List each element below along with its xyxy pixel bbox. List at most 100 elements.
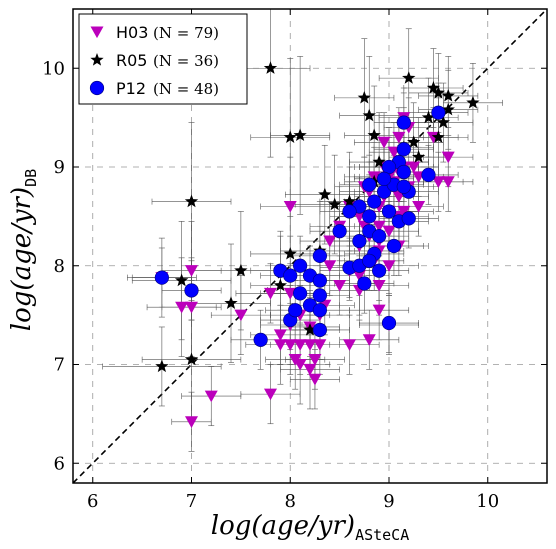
p12-point	[312, 288, 327, 303]
r05-point	[431, 85, 446, 99]
r05-point	[224, 296, 238, 309]
p12-point	[312, 303, 327, 318]
r05-point	[174, 273, 189, 287]
x-tick-label: 7	[186, 491, 197, 512]
r05-point	[293, 128, 307, 142]
h03-point	[293, 339, 307, 351]
y-tick-label: 10	[42, 58, 65, 79]
p12-point	[293, 286, 308, 301]
x-tick-label: 10	[476, 491, 499, 512]
y-tick-label: 9	[54, 157, 65, 178]
legend-label-h03: H03	[116, 23, 148, 42]
y-axis-label: log(age/yr)DB	[7, 169, 40, 331]
x-tick-label: 9	[383, 491, 394, 512]
legend: H03 (N = 79) R05 (N = 36) P12 (N = 48)	[78, 13, 248, 105]
r05-point	[273, 278, 288, 292]
h03-point	[362, 334, 376, 346]
r05-point	[328, 197, 342, 211]
p12-point	[376, 171, 392, 186]
r05-point	[362, 108, 376, 122]
h03-point	[333, 279, 347, 292]
h03-point	[185, 265, 198, 277]
p12-point	[396, 115, 411, 130]
r05-point	[184, 194, 199, 208]
h03-point	[323, 235, 337, 248]
h03-point	[283, 200, 297, 213]
r05-point	[441, 102, 455, 116]
p12-point	[312, 322, 327, 338]
p12-point	[253, 332, 268, 347]
p12-point	[362, 177, 377, 192]
r05-point	[318, 187, 332, 201]
p12-point	[288, 303, 303, 318]
p12-point	[367, 194, 382, 209]
h03-point	[426, 131, 440, 144]
p12-point	[372, 229, 387, 244]
h03-point	[382, 260, 396, 272]
y-tick-label: 8	[54, 256, 65, 277]
legend-label-r05: R05	[116, 51, 147, 70]
r05-point	[421, 110, 436, 124]
h03-point	[343, 339, 356, 351]
r05-point	[402, 71, 416, 84]
p12-point	[396, 179, 411, 194]
legend-marker-r05	[90, 53, 104, 66]
legend-marker-r05-icon	[90, 53, 104, 66]
h03-point	[308, 354, 322, 366]
p12-point	[312, 273, 327, 288]
r05-point	[283, 246, 297, 260]
h03-point	[352, 270, 366, 282]
p12-point	[396, 164, 411, 180]
r05-point	[283, 130, 297, 144]
p12-point	[184, 283, 199, 298]
h03-point	[283, 287, 297, 300]
h03-point	[372, 220, 386, 233]
legend-box	[78, 13, 248, 105]
r05-point	[155, 359, 169, 373]
h03-point	[264, 388, 277, 401]
h03-point	[392, 131, 406, 144]
h03-point	[185, 416, 198, 428]
h03-point	[185, 301, 198, 314]
h03-point	[397, 205, 411, 218]
p12-point	[332, 224, 347, 239]
p12-point	[381, 315, 397, 331]
legend-label-p12: P12	[116, 79, 146, 98]
h03-point	[372, 279, 386, 292]
r05-point	[234, 263, 248, 277]
r05-point	[263, 61, 278, 74]
h03-point	[441, 151, 455, 164]
p12-point	[362, 209, 377, 224]
h03-point	[377, 136, 391, 149]
legend-marker-p12	[89, 80, 105, 96]
legend-marker-p12-icon	[89, 80, 105, 96]
p12-point	[421, 167, 436, 182]
h03-point	[175, 301, 189, 314]
h03-point	[382, 225, 396, 238]
legend-marker-h03	[90, 26, 104, 39]
plot-frame	[72, 8, 548, 484]
r05-point	[357, 90, 371, 104]
x-tick-label: 6	[87, 491, 98, 512]
r05-point	[436, 115, 450, 129]
p12-point	[381, 204, 397, 219]
h03-point	[313, 339, 327, 351]
r05-point	[367, 128, 381, 142]
h03-point	[283, 339, 297, 351]
p12-point	[386, 238, 402, 254]
h03-point	[303, 363, 317, 376]
markers	[154, 61, 480, 428]
legend-n-r05: (N = 36)	[153, 52, 219, 70]
h03-point	[273, 329, 287, 342]
h03-point	[441, 176, 455, 188]
h03-point	[273, 339, 287, 351]
p12-point	[357, 276, 372, 291]
h03-point	[264, 287, 277, 300]
h03-point	[412, 200, 426, 213]
p12-point	[342, 204, 357, 219]
x-tick-label: 8	[285, 491, 296, 512]
p12-point	[293, 258, 308, 273]
legend-n-p12: (N = 48)	[153, 80, 219, 98]
h03-point	[323, 260, 337, 272]
